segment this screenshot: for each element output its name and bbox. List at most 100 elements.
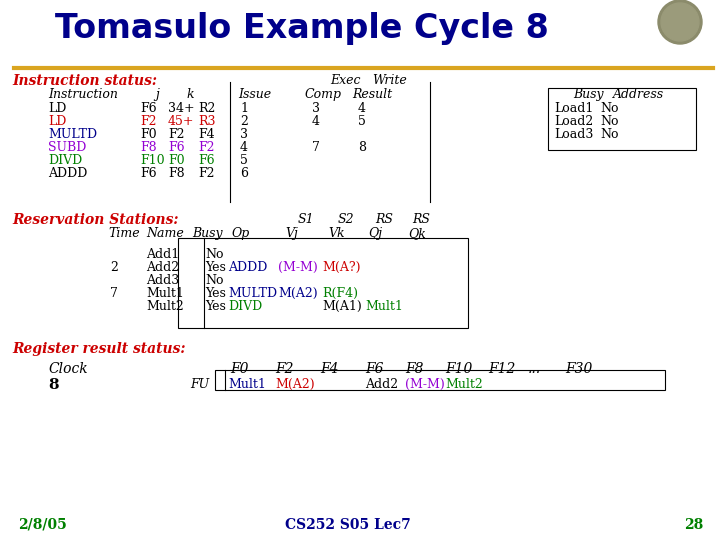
Text: Write: Write [372,74,407,87]
Text: F6: F6 [365,362,384,376]
Text: F10: F10 [445,362,472,376]
Text: R2: R2 [198,102,215,115]
Bar [178,238,468,328]
Text: Yes: Yes [205,300,226,313]
Text: R3: R3 [198,115,215,128]
Text: Time: Time [108,227,140,240]
Text: ...: ... [528,362,541,376]
Text: F2: F2 [140,115,156,128]
Text: 3: 3 [312,102,320,115]
Text: F12: F12 [488,362,516,376]
Text: DIVD: DIVD [48,154,82,167]
Text: 6: 6 [240,167,248,180]
Text: Issue: Issue [238,88,271,101]
Text: Clock: Clock [48,362,88,376]
Text: 45+: 45+ [168,115,194,128]
Text: 2: 2 [110,261,118,274]
Text: Name: Name [146,227,184,240]
Text: M(A2): M(A2) [278,287,318,300]
Text: Result: Result [352,88,392,101]
Text: 5: 5 [240,154,248,167]
Text: Mult2: Mult2 [445,378,482,391]
Text: Busy: Busy [192,227,222,240]
Text: Add2: Add2 [365,378,398,391]
Text: No: No [600,102,618,115]
Text: LD: LD [48,115,66,128]
Text: Comp: Comp [305,88,342,101]
Text: Qk: Qk [408,227,426,240]
Circle shape [658,0,702,44]
Text: Register result status:: Register result status: [12,342,186,356]
Text: MULTD: MULTD [228,287,277,300]
Text: F0: F0 [140,128,157,141]
Text: S2: S2 [338,213,355,226]
Text: No: No [600,128,618,141]
Text: F8: F8 [140,141,157,154]
Text: Address: Address [613,88,664,101]
Text: F10: F10 [140,154,165,167]
Text: 3: 3 [240,128,248,141]
Text: ADDD: ADDD [48,167,87,180]
Text: RS: RS [375,213,393,226]
Text: ADDD: ADDD [228,261,267,274]
Text: LD: LD [48,102,66,115]
Text: 1: 1 [240,102,248,115]
Text: F6: F6 [140,167,157,180]
Text: F2: F2 [198,167,215,180]
Text: F8: F8 [405,362,423,376]
Text: Load2: Load2 [554,115,593,128]
Text: 7: 7 [312,141,320,154]
Text: 2: 2 [240,115,248,128]
Text: 8: 8 [48,378,58,392]
Text: 28: 28 [684,518,703,532]
Circle shape [661,3,699,41]
Text: R(F4): R(F4) [322,287,358,300]
Text: F6: F6 [140,102,157,115]
Text: DIVD: DIVD [228,300,262,313]
Text: Yes: Yes [205,261,226,274]
Text: F6: F6 [168,141,184,154]
Text: 34+: 34+ [168,102,194,115]
Text: Mult2: Mult2 [146,300,184,313]
Text: F4: F4 [320,362,338,376]
Text: F4: F4 [198,128,215,141]
Text: Add1: Add1 [146,248,179,261]
Text: Exec: Exec [330,74,361,87]
Text: M(A?): M(A?) [322,261,361,274]
Text: Op: Op [232,227,251,240]
Text: Add2: Add2 [146,261,179,274]
Text: 4: 4 [358,102,366,115]
Bar [215,370,665,390]
Text: 2/8/05: 2/8/05 [18,518,67,532]
Text: Vk: Vk [328,227,345,240]
Text: Mult1: Mult1 [228,378,266,391]
Text: F2: F2 [198,141,215,154]
Text: j: j [155,88,159,101]
Text: Load3: Load3 [554,128,593,141]
Text: SUBD: SUBD [48,141,86,154]
Text: (M-M): (M-M) [405,378,445,391]
Text: 7: 7 [110,287,118,300]
Text: 8: 8 [358,141,366,154]
Text: 5: 5 [358,115,366,128]
Text: CS252 S05 Lec7: CS252 S05 Lec7 [285,518,410,532]
Text: Qj: Qj [368,227,382,240]
Text: S1: S1 [298,213,315,226]
Text: FU: FU [190,378,209,391]
Text: F0: F0 [168,154,184,167]
Text: Vj: Vj [285,227,298,240]
Text: Tomasulo Example Cycle 8: Tomasulo Example Cycle 8 [55,12,549,45]
Text: Load1: Load1 [554,102,593,115]
Text: 4: 4 [240,141,248,154]
Text: MULTD: MULTD [48,128,97,141]
Text: No: No [600,115,618,128]
Text: F30: F30 [565,362,593,376]
Text: RS: RS [412,213,430,226]
Text: M(A2): M(A2) [275,378,315,391]
Text: Instruction: Instruction [48,88,118,101]
Text: 4: 4 [312,115,320,128]
Text: No: No [205,248,223,261]
Text: Busy: Busy [573,88,603,101]
Text: No: No [205,274,223,287]
Text: F0: F0 [230,362,248,376]
